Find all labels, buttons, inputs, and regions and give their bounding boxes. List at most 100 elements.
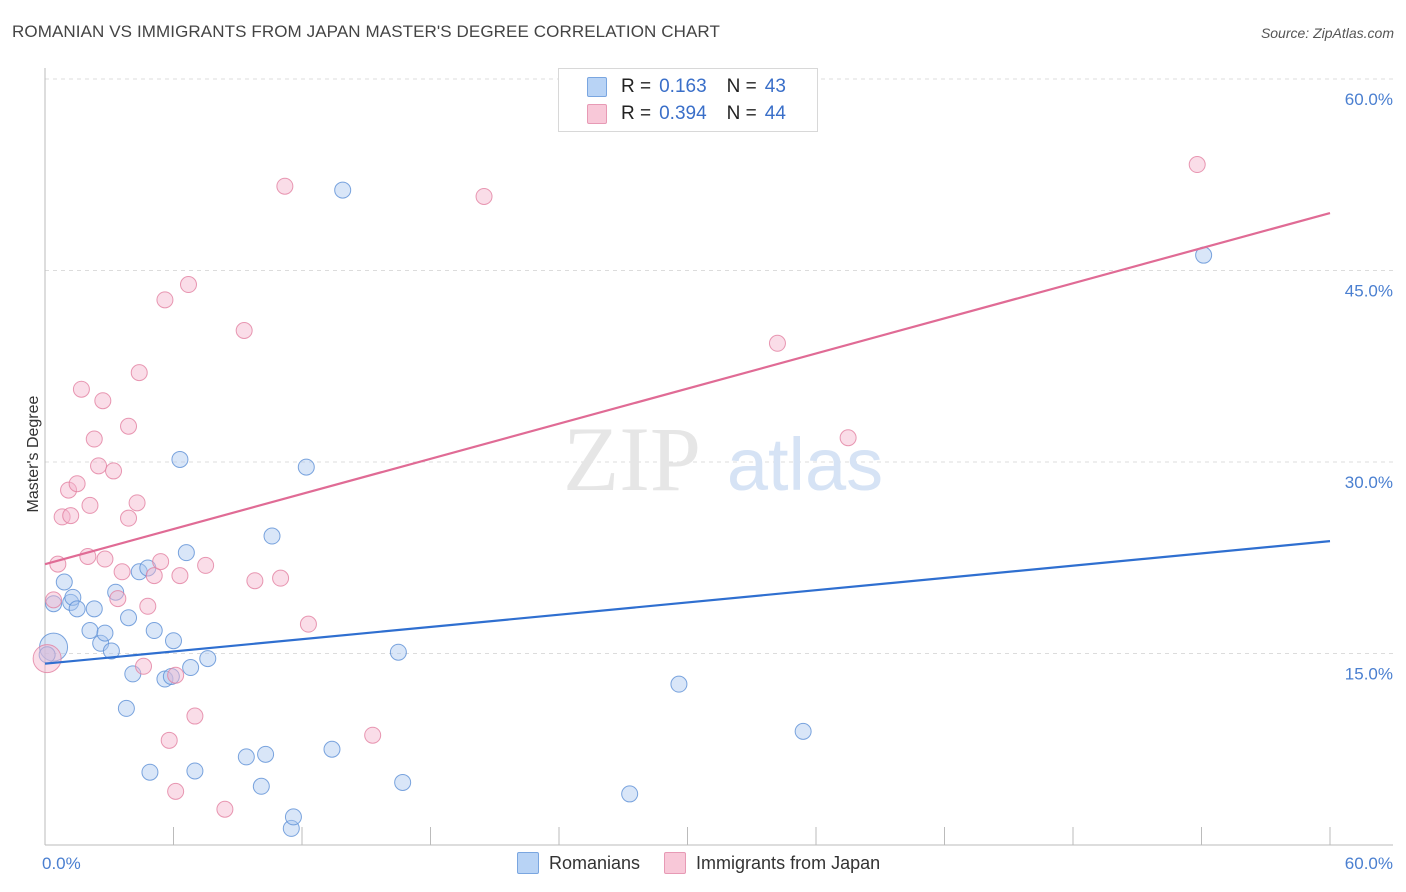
japan-point: [53, 508, 71, 526]
source-label: Source: ZipAtlas.com: [1260, 25, 1394, 41]
japan-point: [272, 569, 290, 587]
japan-point: [235, 322, 253, 340]
x-tick-label-min: 0.0%: [42, 854, 81, 873]
legend-r-label: R =: [621, 103, 652, 124]
romanian-point: [64, 588, 82, 606]
romanian-point: [186, 762, 204, 780]
japan-point: [364, 726, 382, 744]
japan-point: [216, 800, 234, 818]
japan-point: [145, 567, 163, 585]
data-points: [32, 156, 1213, 837]
romanian-point: [670, 675, 688, 693]
legend-r-value: 0.163: [659, 76, 707, 97]
romanian-point: [177, 544, 195, 562]
romanian-point: [96, 624, 114, 642]
romanian-point: [45, 595, 63, 613]
japan-point: [475, 187, 493, 205]
romanian-point: [394, 773, 412, 791]
japan-trend-line: [44, 211, 1331, 566]
romanian-point: [145, 622, 163, 640]
japan-point: [90, 457, 108, 475]
japan-point: [113, 563, 131, 581]
bottom-legend-romanians[interactable]: Romanians: [517, 852, 640, 874]
legend-n-value: 43: [764, 76, 786, 97]
japan-point: [120, 509, 138, 527]
legend-n-value: 44: [764, 103, 786, 124]
japan-point: [839, 429, 857, 447]
romanian-point: [182, 659, 200, 677]
japan-point: [105, 462, 123, 480]
romanian-point: [55, 573, 73, 591]
legend-swatch-blue: [587, 77, 607, 97]
japan-point: [45, 591, 63, 609]
romanian-point: [621, 785, 639, 803]
japan-point: [179, 276, 197, 294]
japan-point: [32, 644, 62, 674]
japan-point: [299, 615, 317, 633]
japan-point: [1188, 156, 1206, 174]
romanian-point: [263, 527, 281, 545]
japan-point: [60, 481, 78, 499]
x-tick-label-max: 60.0%: [1345, 854, 1393, 873]
japan-point: [167, 666, 185, 684]
watermark: ZIP atlas: [563, 408, 883, 510]
legend: R = 0.163 N = 43 R = 0.394 N = 44: [558, 68, 818, 132]
romanian-point: [199, 650, 217, 668]
japan-point: [171, 567, 189, 585]
romanian-point: [389, 643, 407, 661]
romanian-point: [141, 763, 159, 781]
romanian-point: [284, 808, 302, 826]
bottom-legend-swatch-blue: [517, 852, 539, 874]
japan-point: [68, 475, 86, 493]
legend-n-label: N =: [726, 103, 757, 124]
legend-r-value: 0.394: [659, 103, 707, 124]
bottom-legend-swatch-pink: [664, 852, 687, 874]
bottom-legend-label: Immigrants from Japan: [696, 852, 881, 873]
romanian-point: [165, 632, 182, 650]
romanian-point: [252, 777, 270, 795]
legend-n-label: N =: [726, 76, 757, 97]
japan-point: [94, 392, 112, 410]
y-tick-label: 15.0%: [1345, 665, 1393, 684]
japan-point: [62, 507, 80, 525]
romanian-point: [117, 699, 135, 717]
japan-point: [81, 496, 99, 514]
romanian-point: [257, 745, 275, 763]
japan-point: [139, 597, 157, 615]
japan-point: [167, 782, 185, 800]
romanian-point: [237, 748, 255, 766]
japan-point: [120, 417, 138, 435]
chart-title: ROMANIAN VS IMMIGRANTS FROM JAPAN MASTER…: [12, 22, 720, 41]
tick-labels: 15.0% 30.0% 45.0% 60.0% 0.0% 60.0%: [42, 90, 1393, 873]
bottom-legend-japan[interactable]: Immigrants from Japan: [664, 852, 880, 874]
japan-point: [96, 550, 114, 568]
trend-lines: [44, 211, 1331, 665]
japan-point: [130, 364, 148, 382]
watermark-zip: ZIP: [563, 408, 701, 510]
legend-r-label: R =: [621, 76, 652, 97]
japan-point: [156, 291, 174, 309]
japan-point: [109, 590, 127, 608]
romanian-point: [323, 740, 341, 758]
japan-point: [276, 177, 294, 195]
japan-point: [186, 707, 204, 725]
japan-point: [72, 380, 90, 398]
romanian-point: [102, 642, 120, 660]
legend-swatch-pink: [587, 104, 607, 124]
y-tick-label: 45.0%: [1345, 282, 1393, 301]
bottom-legend-label: Romanians: [549, 852, 641, 873]
japan-point: [246, 572, 264, 590]
axes: [44, 68, 1393, 846]
japan-point: [152, 553, 170, 571]
watermark-atlas: atlas: [727, 423, 883, 506]
y-tick-label: 30.0%: [1345, 473, 1393, 492]
japan-point: [85, 430, 103, 448]
japan-point: [768, 334, 786, 352]
romanian-point: [107, 583, 125, 601]
romanian-point: [120, 609, 138, 627]
romanian-point: [334, 181, 352, 199]
romanian-point: [794, 722, 812, 740]
y-tick-label: 60.0%: [1345, 90, 1393, 109]
legend-row-romanians: R = 0.163 N = 43: [587, 75, 786, 99]
